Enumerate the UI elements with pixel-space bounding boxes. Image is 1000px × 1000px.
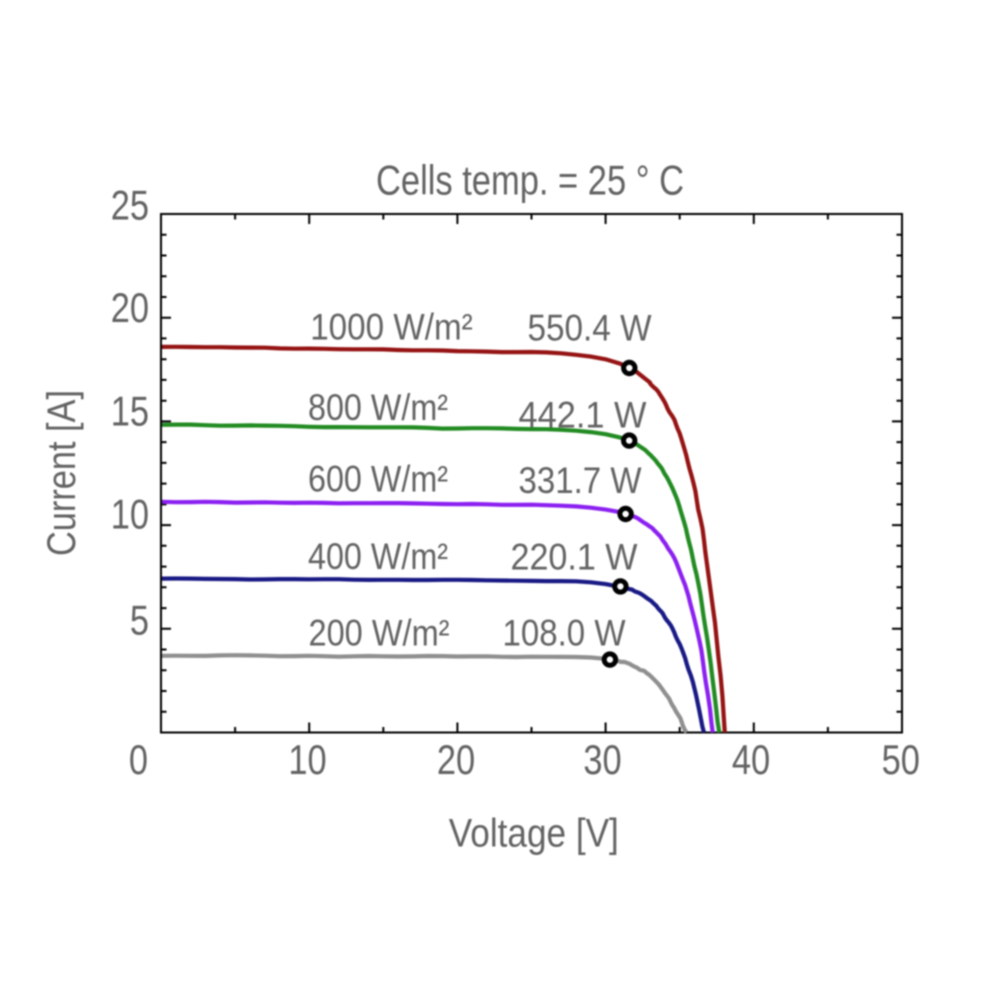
svg-text:1000 W/m²: 1000 W/m² [310, 306, 473, 347]
svg-text:20: 20 [111, 284, 149, 331]
svg-text:442.1 W: 442.1 W [519, 394, 647, 435]
svg-text:108.0 W: 108.0 W [503, 613, 626, 654]
svg-text:20: 20 [437, 736, 475, 783]
svg-text:600 W/m²: 600 W/m² [308, 459, 448, 500]
svg-text:400 W/m²: 400 W/m² [308, 536, 448, 577]
svg-text:Cells temp. = 25 ° C: Cells temp. = 25 ° C [376, 157, 684, 204]
svg-text:800 W/m²: 800 W/m² [308, 387, 448, 428]
svg-text:10: 10 [111, 491, 149, 538]
svg-text:550.4 W: 550.4 W [528, 307, 652, 348]
svg-text:40: 40 [732, 736, 770, 783]
svg-text:220.1 W: 220.1 W [511, 537, 638, 578]
svg-text:Voltage [V]: Voltage [V] [449, 812, 619, 856]
svg-text:15: 15 [111, 388, 149, 435]
svg-text:10: 10 [288, 736, 326, 783]
svg-text:30: 30 [583, 736, 621, 783]
svg-text:25: 25 [111, 181, 149, 228]
svg-text:Current [A]: Current [A] [40, 390, 84, 556]
svg-text:200 W/m²: 200 W/m² [309, 613, 450, 654]
svg-text:331.7 W: 331.7 W [519, 460, 642, 501]
svg-text:0: 0 [129, 736, 148, 783]
svg-text:5: 5 [130, 597, 149, 644]
svg-text:50: 50 [882, 736, 920, 783]
